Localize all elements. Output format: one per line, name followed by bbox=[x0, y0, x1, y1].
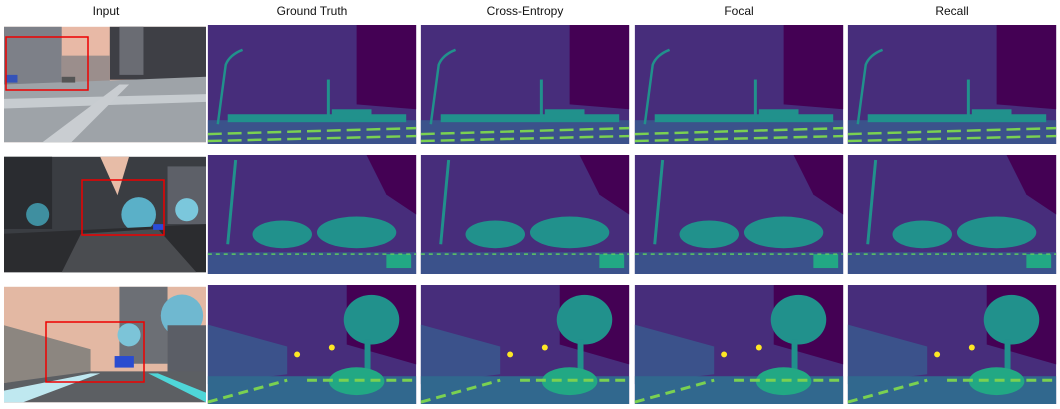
segmentation-image bbox=[635, 25, 843, 144]
segmentation-image bbox=[635, 285, 843, 404]
segmentation-image bbox=[421, 285, 629, 404]
segmentation-image bbox=[848, 285, 1056, 404]
segmentation-image bbox=[208, 155, 416, 274]
segmentation-image bbox=[421, 25, 629, 144]
segmentation-image bbox=[208, 285, 416, 404]
column-header: Input bbox=[93, 4, 120, 18]
segmentation-image bbox=[208, 25, 416, 144]
column-header: Focal bbox=[724, 4, 753, 18]
input-image bbox=[4, 157, 206, 272]
figure: Input Ground Truth Cross-Entropy Focal Recal… bbox=[0, 0, 1060, 404]
segmentation-image bbox=[848, 155, 1056, 274]
column-header: Cross-Entropy bbox=[487, 4, 564, 18]
segmentation-image bbox=[848, 25, 1056, 144]
column-header: Recall bbox=[935, 4, 968, 18]
segmentation-image bbox=[421, 155, 629, 274]
segmentation-image bbox=[635, 155, 843, 274]
column-headers: Input Ground Truth Cross-Entropy Focal Recal… bbox=[93, 4, 969, 18]
image-grid bbox=[4, 25, 1056, 404]
input-image bbox=[4, 27, 206, 142]
input-image bbox=[4, 287, 206, 402]
column-header: Ground Truth bbox=[277, 4, 348, 18]
